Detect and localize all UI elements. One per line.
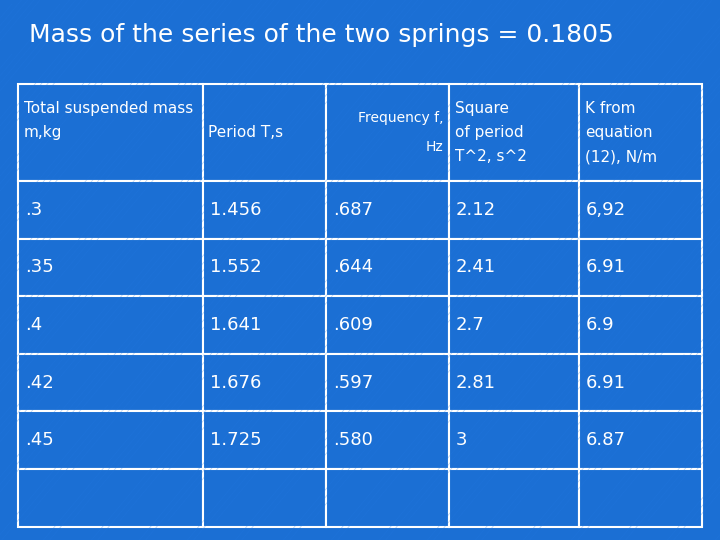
Bar xyxy=(18,239,203,296)
Bar xyxy=(325,296,449,354)
Text: 6.87: 6.87 xyxy=(586,431,626,449)
Bar xyxy=(203,239,325,296)
Text: equation: equation xyxy=(585,125,652,140)
Bar xyxy=(18,84,203,181)
Text: .597: .597 xyxy=(333,374,373,391)
Text: Mass of the series of the two springs = 0.1805: Mass of the series of the two springs = … xyxy=(29,23,613,47)
Bar xyxy=(18,469,203,526)
Text: .35: .35 xyxy=(25,259,54,276)
Bar xyxy=(579,354,702,411)
Bar xyxy=(449,181,579,239)
Text: 1.552: 1.552 xyxy=(210,259,261,276)
Bar xyxy=(449,411,579,469)
Bar xyxy=(203,354,325,411)
Text: .644: .644 xyxy=(333,259,373,276)
Bar xyxy=(449,469,579,526)
Bar xyxy=(203,296,325,354)
Bar xyxy=(579,239,702,296)
Bar xyxy=(449,84,579,181)
Bar xyxy=(325,354,449,411)
Bar xyxy=(18,296,203,354)
Text: 6.91: 6.91 xyxy=(586,259,626,276)
Text: 6.9: 6.9 xyxy=(586,316,615,334)
Text: 2.41: 2.41 xyxy=(456,259,496,276)
Bar xyxy=(18,411,203,469)
Text: 6.91: 6.91 xyxy=(586,374,626,391)
Text: 3: 3 xyxy=(456,431,467,449)
Bar xyxy=(18,181,203,239)
Bar xyxy=(579,296,702,354)
Text: T^2, s^2: T^2, s^2 xyxy=(455,149,526,164)
Bar xyxy=(325,239,449,296)
Text: 2.81: 2.81 xyxy=(456,374,496,391)
Text: .42: .42 xyxy=(25,374,54,391)
Text: 1.641: 1.641 xyxy=(210,316,261,334)
Text: K from: K from xyxy=(585,100,635,116)
Bar xyxy=(579,469,702,526)
Text: 2.12: 2.12 xyxy=(456,201,496,219)
Text: Frequency f,: Frequency f, xyxy=(358,111,443,125)
Text: (12), N/m: (12), N/m xyxy=(585,149,657,164)
Text: 2.7: 2.7 xyxy=(456,316,485,334)
Bar xyxy=(449,239,579,296)
Bar xyxy=(325,469,449,526)
Bar xyxy=(449,354,579,411)
Bar xyxy=(18,354,203,411)
Text: of period: of period xyxy=(455,125,523,140)
Text: Total suspended mass: Total suspended mass xyxy=(24,100,193,116)
Bar xyxy=(203,181,325,239)
Bar xyxy=(203,84,325,181)
Text: .609: .609 xyxy=(333,316,373,334)
Bar xyxy=(449,296,579,354)
Bar xyxy=(203,411,325,469)
Text: .3: .3 xyxy=(25,201,42,219)
Bar xyxy=(579,84,702,181)
Bar xyxy=(579,181,702,239)
Text: 1.456: 1.456 xyxy=(210,201,261,219)
Text: .4: .4 xyxy=(25,316,42,334)
Bar xyxy=(325,411,449,469)
Bar xyxy=(579,411,702,469)
Bar xyxy=(325,181,449,239)
Text: 1.676: 1.676 xyxy=(210,374,261,391)
Text: .687: .687 xyxy=(333,201,373,219)
Text: 6,92: 6,92 xyxy=(586,201,626,219)
Text: Square: Square xyxy=(455,100,508,116)
Text: .580: .580 xyxy=(333,431,373,449)
Text: Hz: Hz xyxy=(426,140,443,154)
Text: .45: .45 xyxy=(25,431,54,449)
Text: Period T,s: Period T,s xyxy=(209,125,284,140)
Text: m,kg: m,kg xyxy=(24,125,62,140)
Bar xyxy=(325,84,449,181)
Bar xyxy=(203,469,325,526)
Text: 1.725: 1.725 xyxy=(210,431,261,449)
